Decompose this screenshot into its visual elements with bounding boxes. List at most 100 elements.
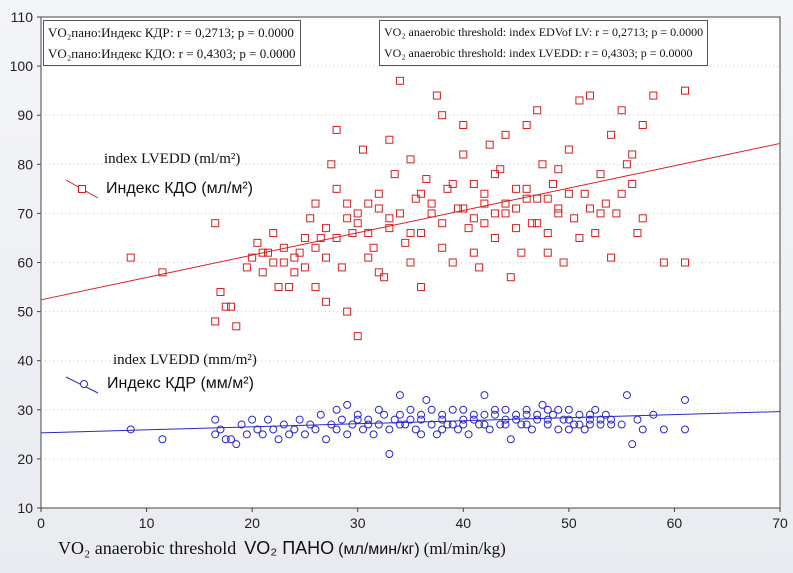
data-point-circle — [332, 425, 341, 434]
data-point-square — [501, 209, 510, 218]
data-point-square — [332, 184, 341, 193]
data-point-circle — [522, 410, 531, 419]
data-point-square — [522, 194, 531, 203]
data-point-circle — [422, 395, 431, 404]
data-point-square — [496, 165, 505, 174]
data-point-circle — [380, 410, 389, 419]
data-point-square — [279, 258, 288, 267]
data-point-square — [300, 233, 309, 242]
data-point-circle — [601, 410, 610, 419]
data-point-circle — [395, 391, 404, 400]
x-tick-label: 20 — [244, 515, 260, 531]
data-point-circle — [554, 425, 563, 434]
stats-en-line-1: VO₂ anaerobic threshold: index EDVof LV:… — [384, 25, 704, 39]
data-point-circle — [596, 420, 605, 429]
data-point-circle — [438, 425, 447, 434]
data-point-square — [612, 209, 621, 218]
stats-ru-line-2: VO₂пано:Индекс КДО: r = 0,4303; p = 0.00… — [48, 46, 296, 61]
data-point-circle — [549, 410, 558, 419]
data-point-square — [369, 243, 378, 252]
regression-line-red — [40, 142, 781, 301]
data-point-square — [427, 199, 436, 208]
stats-box-en: VO₂ anaerobic threshold: index EDVof LV:… — [379, 20, 709, 66]
data-point-square — [659, 258, 668, 267]
data-point-circle — [607, 420, 616, 429]
x-tick-label: 30 — [350, 515, 366, 531]
data-point-square — [617, 189, 626, 198]
legend-red-label-ru: Индекс КДО (мл/м²) — [106, 180, 254, 197]
data-point-circle — [506, 435, 515, 444]
data-point-circle — [364, 420, 373, 429]
data-point-square — [680, 86, 689, 95]
data-point-circle — [374, 405, 383, 414]
data-point-square — [559, 258, 568, 267]
data-point-square — [258, 248, 267, 257]
data-point-circle — [232, 440, 241, 449]
data-point-circle — [411, 425, 420, 434]
data-point-square — [269, 229, 278, 238]
legend-blue-marker — [80, 380, 88, 388]
data-point-square — [290, 268, 299, 277]
data-point-circle — [406, 405, 415, 414]
data-point-square — [459, 204, 468, 213]
data-point-square — [490, 233, 499, 242]
data-point-square — [364, 199, 373, 208]
data-point-circle — [332, 405, 341, 414]
x-tick-label: 10 — [139, 515, 155, 531]
data-point-circle — [438, 410, 447, 419]
data-point-circle — [543, 415, 552, 424]
data-point-circle — [448, 405, 457, 414]
data-point-circle — [527, 425, 536, 434]
data-point-square — [575, 96, 584, 105]
data-point-square — [607, 253, 616, 262]
data-point-square — [427, 209, 436, 218]
data-point-square — [554, 165, 563, 174]
data-point-square — [417, 189, 426, 198]
data-point-square — [395, 209, 404, 218]
data-point-circle — [543, 420, 552, 429]
data-point-square — [596, 170, 605, 179]
data-point-square — [406, 155, 415, 164]
data-point-circle — [469, 415, 478, 424]
data-point-circle — [622, 391, 631, 400]
data-point-circle — [480, 391, 489, 400]
x-axis-label-en: VO₂ anaerobic threshold — [58, 538, 237, 558]
data-point-square — [258, 268, 267, 277]
data-point-circle — [311, 425, 320, 434]
data-point-square — [353, 219, 362, 228]
data-point-circle — [211, 415, 220, 424]
data-point-square — [353, 332, 362, 341]
data-point-square — [591, 229, 600, 238]
data-point-square — [459, 121, 468, 130]
data-point-square — [438, 219, 447, 228]
data-point-circle — [490, 410, 499, 419]
y-tick-label: 110 — [11, 9, 34, 25]
data-point-square — [374, 268, 383, 277]
data-point-circle — [417, 410, 426, 419]
data-point-square — [311, 199, 320, 208]
data-point-circle — [438, 415, 447, 424]
data-point-circle — [300, 430, 309, 439]
data-point-circle — [638, 425, 647, 434]
y-tick-label: 40 — [17, 353, 33, 369]
data-point-square — [395, 76, 404, 85]
data-point-square — [311, 243, 320, 252]
data-point-square — [617, 106, 626, 115]
data-point-circle — [290, 425, 299, 434]
data-point-square — [374, 204, 383, 213]
data-point-circle — [374, 420, 383, 429]
data-point-square — [575, 233, 584, 242]
data-point-square — [306, 214, 315, 223]
data-point-circle — [596, 415, 605, 424]
data-point-square — [501, 130, 510, 139]
data-point-square — [211, 317, 220, 326]
stats-box-ru: VO₂пано:Индекс КДР: r = 0,2713; p = 0.00… — [43, 20, 301, 66]
data-point-square — [596, 209, 605, 218]
y-tick-label: 80 — [17, 156, 33, 172]
data-point-square — [570, 214, 579, 223]
data-point-circle — [316, 410, 325, 419]
y-tick-label: 50 — [17, 304, 33, 320]
data-point-circle — [364, 415, 373, 424]
